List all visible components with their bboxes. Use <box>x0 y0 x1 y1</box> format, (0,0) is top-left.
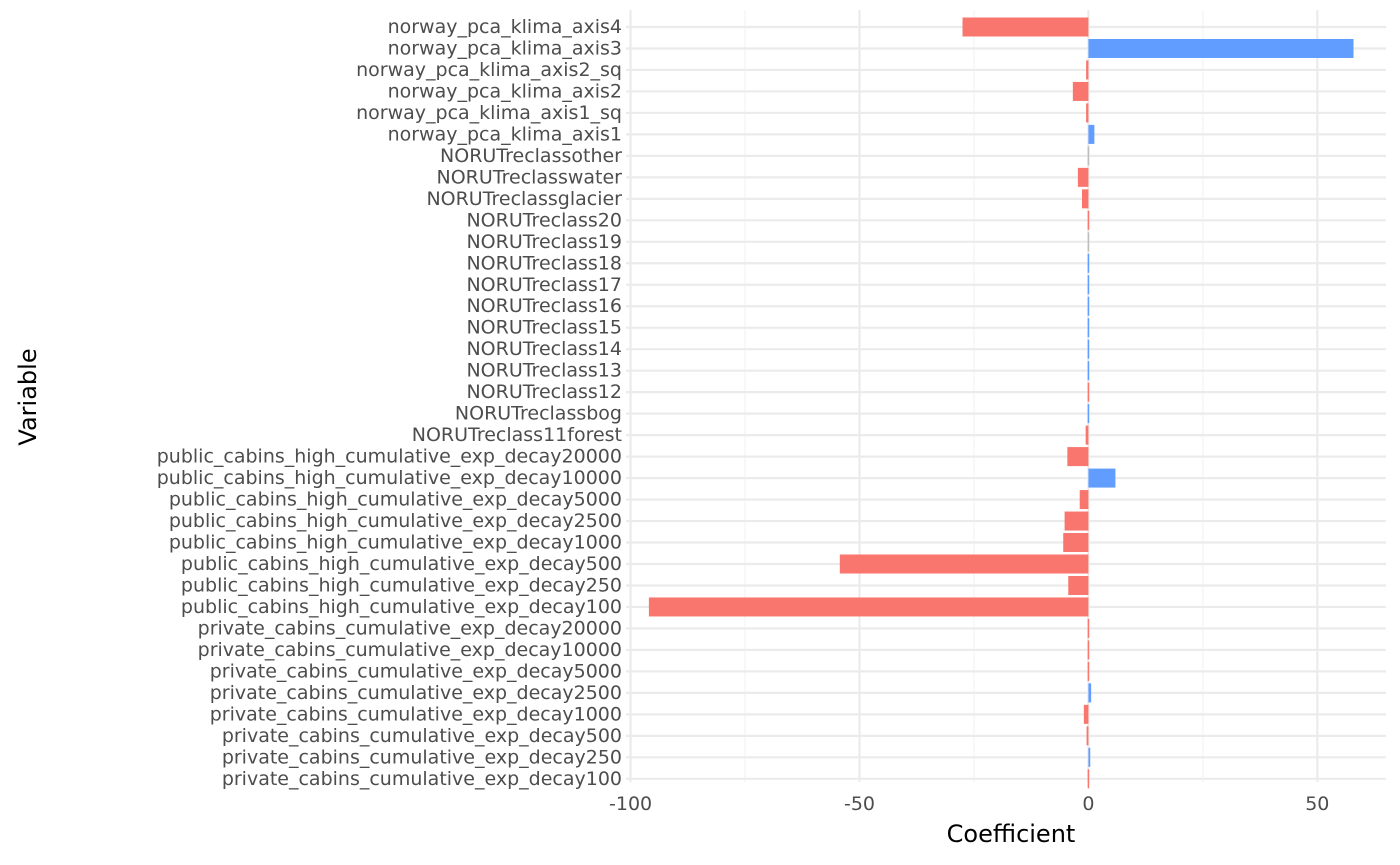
x-axis-title: Coefficient <box>947 820 1076 848</box>
category-label: NORUTreclass18 <box>466 252 622 274</box>
category-label: public_cabins_high_cumulative_exp_decay5… <box>181 553 622 575</box>
category-label: NORUTreclass13 <box>466 360 622 382</box>
category-label: private_cabins_cumulative_exp_decay20000 <box>198 617 622 639</box>
bar <box>1088 747 1091 767</box>
bar <box>1086 60 1089 80</box>
category-label: private_cabins_cumulative_exp_decay250 <box>222 746 622 768</box>
x-tick-labels: -100 -50 0 50 <box>609 793 1329 815</box>
bar <box>1068 575 1089 595</box>
bar <box>1087 618 1090 638</box>
bar <box>1088 683 1092 703</box>
category-label: private_cabins_cumulative_exp_decay2500 <box>210 682 622 704</box>
category-label: private_cabins_cumulative_exp_decay1000 <box>210 703 622 725</box>
bar <box>839 554 1089 574</box>
category-label: private_cabins_cumulative_exp_decay100 <box>222 768 622 790</box>
category-label: NORUTreclass15 <box>466 317 622 339</box>
category-label: public_cabins_high_cumulative_exp_decay1… <box>169 532 622 554</box>
category-labels: norway_pca_klima_axis4norway_pca_klima_a… <box>157 16 622 790</box>
category-label: public_cabins_high_cumulative_exp_decay1… <box>157 467 622 489</box>
category-label: NORUTreclass17 <box>466 274 622 296</box>
category-label: public_cabins_high_cumulative_exp_decay1… <box>181 596 622 618</box>
bar <box>1086 103 1089 123</box>
category-label: private_cabins_cumulative_exp_decay500 <box>222 725 622 747</box>
bar <box>1087 232 1090 252</box>
bar <box>1087 275 1090 295</box>
bar <box>1086 726 1089 746</box>
category-label: public_cabins_high_cumulative_exp_decay2… <box>157 446 622 468</box>
category-label: NORUTreclass14 <box>466 338 622 360</box>
grid-lines <box>626 10 1386 782</box>
y-axis-title: Variable <box>14 348 42 445</box>
category-label: norway_pca_klima_axis4 <box>388 16 622 38</box>
bar <box>1087 640 1090 660</box>
x-tick-label: -100 <box>609 793 652 815</box>
bar <box>1072 81 1089 101</box>
bar <box>1087 339 1090 359</box>
category-label: norway_pca_klima_axis3 <box>388 37 622 59</box>
category-label: NORUTreclass19 <box>466 231 622 253</box>
category-label: NORUTreclasswater <box>437 166 623 188</box>
bar <box>1087 769 1090 789</box>
category-label: norway_pca_klima_axis1 <box>388 123 622 145</box>
category-label: private_cabins_cumulative_exp_decay5000 <box>210 660 622 682</box>
category-label: public_cabins_high_cumulative_exp_decay2… <box>181 574 622 596</box>
bar <box>1087 146 1090 166</box>
category-label: public_cabins_high_cumulative_exp_decay5… <box>169 489 622 511</box>
bars <box>648 17 1354 789</box>
x-tick-label: 50 <box>1305 793 1329 815</box>
bar <box>1077 167 1089 187</box>
bar <box>1082 189 1089 209</box>
category-label: public_cabins_high_cumulative_exp_decay2… <box>169 510 622 532</box>
category-label: NORUTreclass11forest <box>412 424 622 446</box>
category-label: NORUTreclassglacier <box>426 188 622 210</box>
bar <box>1087 361 1090 381</box>
bar <box>1087 253 1090 273</box>
x-tick-label: 0 <box>1082 793 1094 815</box>
category-label: NORUTreclass16 <box>466 295 622 317</box>
bar <box>1088 468 1116 488</box>
category-label: NORUTreclassbog <box>455 403 622 425</box>
bar <box>648 597 1089 617</box>
bar <box>1063 533 1089 553</box>
bar <box>1079 490 1089 510</box>
bar <box>1087 404 1090 424</box>
category-label: norway_pca_klima_axis2 <box>388 80 622 102</box>
category-label: norway_pca_klima_axis1_sq <box>356 102 622 124</box>
bar <box>1088 124 1095 144</box>
bar <box>1064 511 1089 531</box>
bar <box>1088 38 1354 58</box>
category-label: norway_pca_klima_axis2_sq <box>356 59 622 81</box>
bar <box>962 17 1089 37</box>
bar <box>1087 296 1090 316</box>
bar <box>1083 704 1089 724</box>
x-tick-label: -50 <box>844 793 875 815</box>
category-label: private_cabins_cumulative_exp_decay10000 <box>198 639 622 661</box>
category-label: NORUTreclass20 <box>466 209 622 231</box>
bar <box>1087 210 1090 230</box>
category-label: NORUTreclass12 <box>466 381 622 403</box>
bar <box>1085 425 1089 445</box>
bar <box>1087 382 1090 402</box>
category-label: NORUTreclassother <box>440 145 622 167</box>
bar <box>1087 318 1090 338</box>
bar <box>1067 447 1089 467</box>
bar <box>1087 661 1090 681</box>
